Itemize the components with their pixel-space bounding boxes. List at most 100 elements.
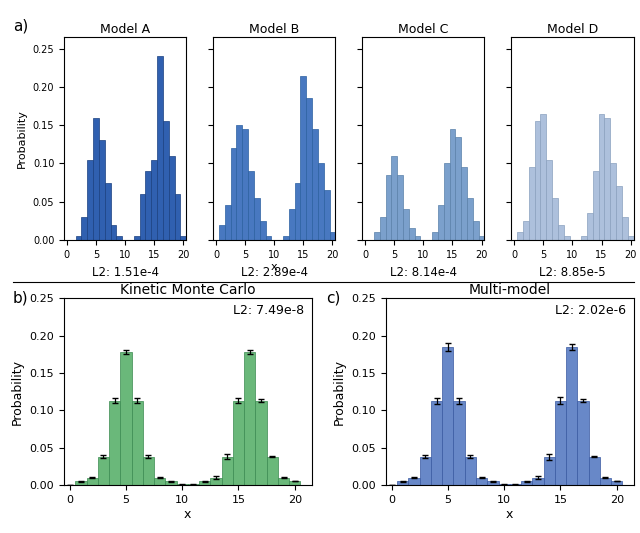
Bar	[260, 221, 266, 240]
Bar	[403, 209, 409, 240]
Bar	[534, 122, 540, 240]
Bar	[236, 125, 242, 240]
Bar	[499, 484, 510, 485]
Bar	[380, 217, 385, 240]
Bar	[318, 164, 324, 240]
Text: L2: 8.85e-5: L2: 8.85e-5	[539, 266, 606, 279]
Bar	[266, 236, 271, 240]
Text: b): b)	[13, 290, 28, 305]
Bar	[581, 236, 587, 240]
Bar	[163, 122, 169, 240]
Bar	[221, 457, 233, 485]
X-axis label: x: x	[271, 262, 278, 272]
Bar	[529, 167, 534, 240]
Bar	[598, 114, 605, 240]
Bar	[415, 236, 420, 240]
Bar	[199, 481, 211, 485]
Bar	[242, 129, 248, 240]
Bar	[593, 171, 598, 240]
Bar	[151, 159, 157, 240]
Bar	[456, 136, 461, 240]
Text: a): a)	[13, 19, 28, 34]
Bar	[132, 401, 143, 485]
Bar	[385, 175, 391, 240]
Bar	[432, 232, 438, 240]
Bar	[476, 478, 487, 485]
Bar	[219, 224, 225, 240]
Bar	[300, 76, 307, 240]
Title: Multi-model: Multi-model	[468, 284, 551, 297]
Bar	[523, 221, 529, 240]
Bar	[611, 481, 622, 485]
Bar	[532, 478, 543, 485]
Bar	[408, 478, 420, 485]
Bar	[391, 156, 397, 240]
Bar	[105, 182, 111, 240]
Bar	[244, 352, 255, 485]
Bar	[577, 401, 589, 485]
Bar	[120, 352, 132, 485]
Bar	[211, 478, 221, 485]
Text: c): c)	[326, 290, 340, 305]
Text: L2: 1.51e-4: L2: 1.51e-4	[92, 266, 159, 279]
Title: Kinetic Monte Carlo: Kinetic Monte Carlo	[120, 284, 255, 297]
Bar	[98, 457, 109, 485]
Bar	[254, 198, 260, 240]
Bar	[605, 118, 611, 240]
Bar	[616, 187, 622, 240]
Bar	[134, 236, 140, 240]
Bar	[622, 217, 628, 240]
Bar	[143, 457, 154, 485]
Bar	[543, 457, 555, 485]
Title: Model B: Model B	[249, 23, 300, 36]
Bar	[294, 182, 300, 240]
Bar	[628, 236, 634, 240]
Title: Model C: Model C	[398, 23, 449, 36]
Bar	[547, 159, 552, 240]
Bar	[86, 478, 98, 485]
Bar	[233, 401, 244, 485]
Bar	[467, 198, 473, 240]
Bar	[566, 347, 577, 485]
Bar	[600, 478, 611, 485]
X-axis label: x: x	[184, 507, 191, 521]
Bar	[283, 236, 289, 240]
Bar	[116, 236, 122, 240]
Bar	[461, 167, 467, 240]
Bar	[289, 209, 294, 240]
Bar	[438, 205, 444, 240]
Y-axis label: Probability: Probability	[333, 359, 346, 425]
Text: L2: 7.49e-8: L2: 7.49e-8	[233, 304, 304, 317]
Y-axis label: Probability: Probability	[11, 359, 24, 425]
Bar	[564, 236, 570, 240]
Bar	[307, 99, 312, 240]
Bar	[442, 347, 454, 485]
Bar	[157, 56, 163, 240]
Bar	[465, 457, 476, 485]
Bar	[312, 129, 318, 240]
Bar	[555, 401, 566, 485]
Bar	[589, 457, 600, 485]
Title: Model D: Model D	[547, 23, 598, 36]
Bar	[510, 484, 521, 485]
Bar	[611, 164, 616, 240]
X-axis label: x: x	[506, 507, 513, 521]
Bar	[278, 478, 289, 485]
Bar	[540, 114, 547, 240]
Bar	[93, 118, 99, 240]
Bar	[267, 457, 278, 485]
Bar	[177, 484, 188, 485]
Bar	[99, 141, 105, 240]
Bar	[487, 481, 499, 485]
Bar	[374, 232, 380, 240]
Bar	[444, 164, 449, 240]
Title: Model A: Model A	[100, 23, 150, 36]
Text: L2: 8.14e-4: L2: 8.14e-4	[390, 266, 457, 279]
Bar	[188, 484, 199, 485]
Bar	[154, 478, 165, 485]
Bar	[330, 232, 335, 240]
Bar	[454, 401, 465, 485]
Bar	[81, 217, 87, 240]
Bar	[111, 224, 116, 240]
Bar	[479, 236, 484, 240]
